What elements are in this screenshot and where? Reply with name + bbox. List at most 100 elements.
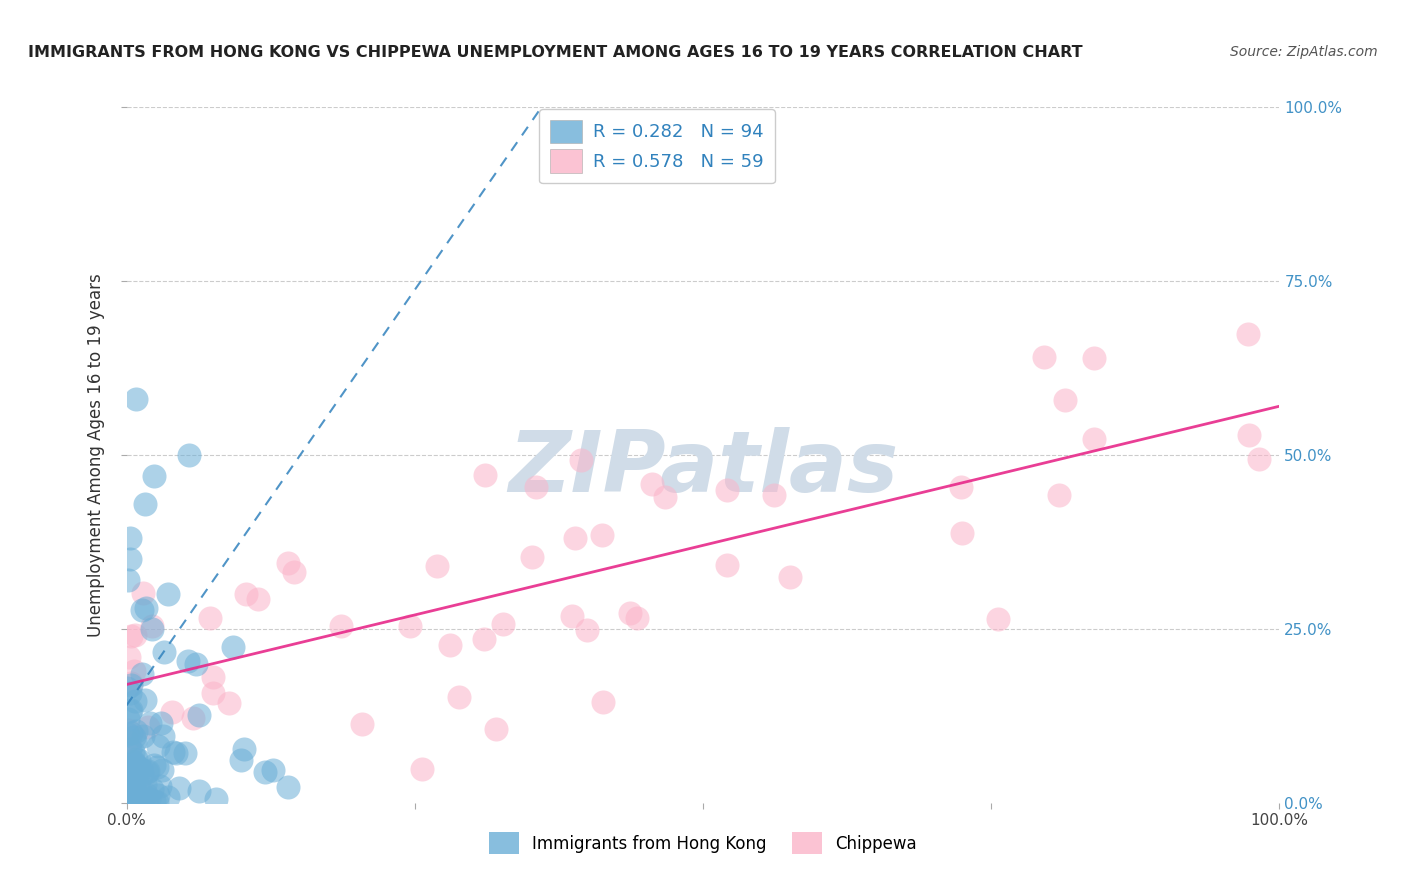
Point [157,587,180,601]
Point [124,756,146,770]
Point [169,781,191,796]
Point [118,777,141,791]
Point [120,794,142,808]
Point [246,592,269,607]
Point [131,603,153,617]
Point [121,760,143,774]
Point [120,703,142,717]
Point [124,734,146,748]
Point [330,619,353,633]
Point [449,690,471,705]
Point [474,467,496,482]
Point [1032,350,1054,364]
Point [1047,488,1070,502]
Point [120,532,142,546]
Point [115,783,138,797]
Point [131,766,153,780]
Point [122,767,145,781]
Point [950,525,973,540]
Point [117,681,139,695]
Point [142,758,165,772]
Point [115,770,138,784]
Point [124,628,146,642]
Point [118,775,141,789]
Point [569,453,592,467]
Point [122,766,145,780]
Point [117,786,139,800]
Point [229,754,252,768]
Point [128,752,150,766]
Y-axis label: Unemployment Among Ages 16 to 19 years: Unemployment Among Ages 16 to 19 years [87,273,105,637]
Point [181,711,204,725]
Point [120,629,142,643]
Point [122,781,145,796]
Point [1237,428,1260,442]
Point [120,765,142,780]
Text: IMMIGRANTS FROM HONG KONG VS CHIPPEWA UNEMPLOYMENT AMONG AGES 16 TO 19 YEARS COR: IMMIGRANTS FROM HONG KONG VS CHIPPEWA UN… [28,45,1083,60]
Point [120,552,142,566]
Point [439,638,461,652]
Point [160,705,183,719]
Point [564,532,586,546]
Point [142,794,165,808]
Point [135,787,157,801]
Point [152,645,174,659]
Point [716,558,738,573]
Point [125,765,148,780]
Point [626,611,648,625]
Point [118,742,141,756]
Point [120,726,142,740]
Point [148,788,170,802]
Point [141,622,163,636]
Point [592,695,614,709]
Point [716,483,738,498]
Point [654,490,676,504]
Point [253,765,276,780]
Point [162,745,184,759]
Point [131,667,153,681]
Text: ZIPatlas: ZIPatlas [508,427,898,510]
Point [492,617,515,632]
Point [127,760,149,774]
Point [135,795,157,809]
Point [139,716,162,731]
Point [135,764,157,779]
Point [136,764,159,779]
Point [117,776,139,790]
Point [118,650,141,665]
Point [235,587,257,601]
Point [124,694,146,708]
Point [1249,451,1271,466]
Point [146,739,169,754]
Point [141,781,163,796]
Point [135,601,157,615]
Point [350,716,373,731]
Point [152,729,174,743]
Point [218,696,240,710]
Point [120,678,142,692]
Point [117,712,139,726]
Point [117,726,139,740]
Point [641,477,664,491]
Point [779,570,801,584]
Point [117,794,139,808]
Point [118,788,141,802]
Point [125,723,148,738]
Point [1053,392,1076,407]
Point [146,760,169,774]
Point [156,790,179,805]
Point [120,754,142,768]
Point [125,752,148,766]
Point [262,764,284,778]
Point [138,720,160,734]
Point [987,612,1010,626]
Point [122,745,145,759]
Point [132,586,155,600]
Point [561,609,583,624]
Point [233,741,256,756]
Point [1083,432,1105,446]
Point [117,573,139,587]
Point [277,780,299,794]
Point [474,632,496,646]
Point [115,734,138,748]
